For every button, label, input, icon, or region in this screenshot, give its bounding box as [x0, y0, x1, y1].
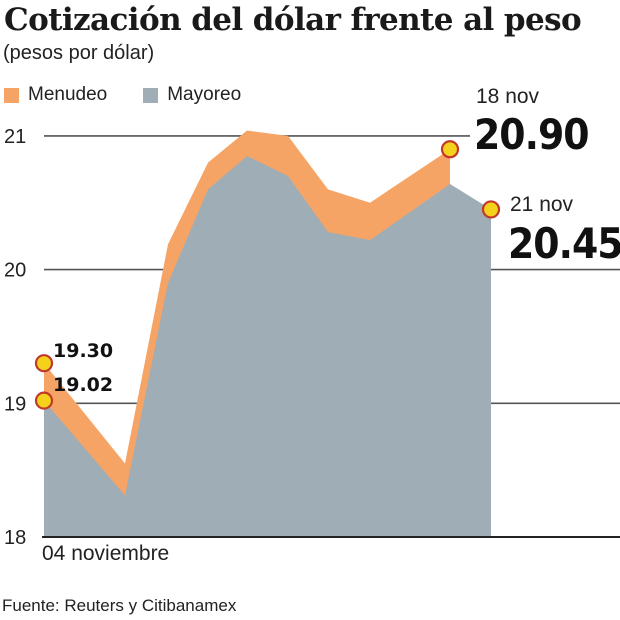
chart-subtitle: (pesos por dólar) — [3, 42, 155, 64]
y-tick-21: 21 — [4, 126, 26, 148]
label-start-menudeo: 19.30 — [53, 340, 113, 362]
marker-mayoreo-9 — [481, 200, 501, 219]
source-note: Fuente: Reuters y Citibanamex — [2, 596, 237, 615]
y-tick-18: 18 — [4, 527, 26, 549]
legend-swatch-menudeo — [4, 87, 19, 103]
marker-menudeo-0 — [34, 354, 54, 373]
label-end-mayoreo-value: 20.45 — [508, 219, 620, 268]
y-tick-19: 19 — [4, 393, 26, 415]
legend-label-menudeo: Menudeo — [28, 84, 108, 105]
label-end-mayoreo-date: 21 nov — [510, 193, 574, 216]
legend: Menudeo Mayoreo — [4, 84, 277, 106]
label-end-menudeo-date: 18 nov — [476, 85, 540, 108]
mayoreo-area — [44, 155, 491, 537]
label-start-mayoreo: 19.02 — [53, 374, 113, 396]
legend-swatch-mayoreo — [143, 87, 159, 103]
chart-title: Cotización del dólar frente al peso — [4, 2, 582, 38]
legend-item-menudeo: Menudeo — [4, 84, 107, 106]
x-axis-label: 04 noviembre — [42, 542, 170, 565]
y-tick-20: 20 — [4, 260, 26, 282]
marker-mayoreo-0 — [34, 391, 54, 410]
y-axis-labels: 18 19 20 21 — [4, 126, 26, 549]
legend-item-mayoreo: Mayoreo — [143, 84, 241, 106]
markers — [34, 140, 501, 410]
label-end-menudeo-value: 20.90 — [474, 110, 589, 159]
legend-label-mayoreo: Mayoreo — [167, 84, 242, 105]
marker-menudeo-8 — [440, 140, 460, 159]
